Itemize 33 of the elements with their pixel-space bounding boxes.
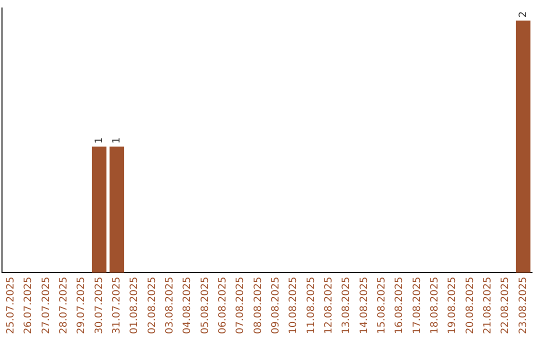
- x-tick-label: 18.08.2025: [429, 276, 440, 334]
- x-tick-label: 06.08.2025: [217, 276, 228, 334]
- data-label: 1: [94, 137, 105, 144]
- x-tick-label: 26.07.2025: [23, 276, 34, 334]
- x-tick-label: 02.08.2025: [146, 276, 158, 334]
- x-tick-label: 10.08.2025: [288, 276, 300, 334]
- x-tick-label: 25.07.2025: [5, 276, 16, 334]
- x-tick-label: 22.08.2025: [500, 276, 512, 334]
- x-tick-label: 13.08.2025: [341, 276, 352, 334]
- x-tick-label: 14.08.2025: [358, 276, 370, 334]
- x-tick-label: 17.08.2025: [412, 276, 423, 334]
- x-tick-label: 07.08.2025: [235, 276, 246, 334]
- x-tick-label: 19.08.2025: [447, 276, 458, 334]
- x-tick-label: 03.08.2025: [164, 276, 176, 334]
- x-tick-label: 15.08.2025: [376, 276, 388, 334]
- data-label: 2: [518, 11, 529, 18]
- x-tick-label: 23.08.2025: [518, 276, 529, 334]
- x-tick-label: 31.07.2025: [111, 276, 122, 334]
- x-tick-label: 30.07.2025: [94, 276, 105, 334]
- x-tick-label: 12.08.2025: [323, 276, 334, 334]
- x-tick-label: 29.07.2025: [76, 276, 88, 334]
- x-tick-label: 08.08.2025: [252, 276, 264, 334]
- x-tick-label: 11.08.2025: [306, 276, 317, 334]
- x-tick-label: 28.07.2025: [58, 276, 70, 334]
- x-tick-label: 05.08.2025: [200, 276, 211, 334]
- data-label: 1: [111, 137, 122, 144]
- x-tick-label: 04.08.2025: [182, 276, 194, 334]
- x-tick-label: 20.08.2025: [464, 276, 476, 334]
- x-tick-label: 01.08.2025: [129, 276, 140, 334]
- x-tick-label: 16.08.2025: [394, 276, 406, 334]
- x-tick-label: 27.07.2025: [40, 276, 52, 334]
- x-tick-label: 09.08.2025: [270, 276, 282, 334]
- x-tick-label: 21.08.2025: [482, 276, 494, 334]
